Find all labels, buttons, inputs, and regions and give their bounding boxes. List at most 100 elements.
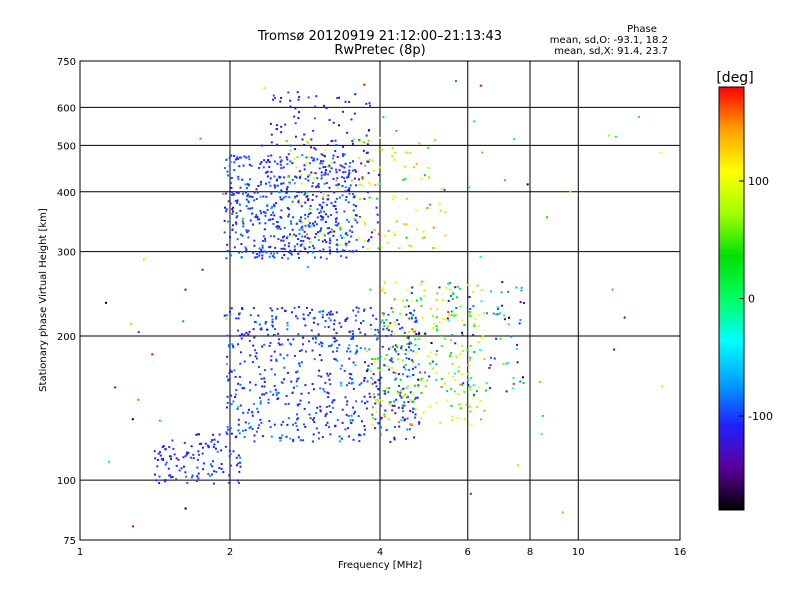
data-point: [323, 173, 326, 176]
data-point: [251, 212, 254, 215]
data-point: [325, 213, 327, 216]
data-point: [280, 209, 283, 212]
data-point: [237, 454, 240, 457]
data-point: [274, 186, 276, 189]
data-point: [230, 403, 233, 406]
y-tick-label: 750: [57, 57, 76, 68]
data-point: [338, 124, 340, 127]
data-point: [414, 413, 417, 416]
data-point: [324, 413, 327, 416]
data-point: [461, 333, 464, 336]
data-point: [398, 425, 401, 428]
data-point: [281, 307, 284, 310]
data-point: [255, 253, 258, 255]
data-point: [319, 409, 322, 412]
data-point: [270, 368, 273, 371]
data-point: [303, 133, 306, 136]
data-point: [387, 313, 390, 316]
data-point: [453, 314, 456, 317]
data-point: [362, 319, 365, 322]
data-point: [279, 439, 282, 442]
data-point: [281, 343, 284, 346]
data-point: [289, 99, 292, 102]
data-point: [380, 245, 383, 248]
data-point: [259, 162, 262, 165]
data-point: [370, 376, 373, 379]
data-point: [320, 345, 323, 348]
data-point: [352, 361, 355, 364]
data-point: [413, 309, 416, 312]
data-point: [276, 227, 279, 230]
data-point: [264, 222, 267, 225]
data-point: [368, 158, 371, 161]
data-point: [247, 184, 250, 187]
data-point: [439, 421, 442, 424]
data-point: [275, 225, 278, 228]
data-point: [178, 469, 181, 472]
data-point: [237, 418, 240, 421]
data-point: [384, 364, 387, 367]
data-point: [327, 215, 330, 218]
data-point: [385, 327, 388, 330]
data-point: [380, 148, 383, 151]
data-point: [352, 142, 354, 145]
data-point: [257, 410, 260, 413]
data-point: [308, 208, 311, 211]
data-point: [197, 472, 200, 475]
data-point: [347, 201, 350, 204]
data-point: [347, 188, 350, 191]
data-point: [431, 314, 434, 317]
data-point: [329, 319, 332, 322]
data-point: [374, 427, 377, 430]
data-point: [232, 345, 234, 347]
data-point: [383, 413, 386, 416]
data-point: [350, 235, 353, 238]
data-point: [312, 244, 314, 247]
data-point: [163, 480, 166, 483]
data-point: [275, 358, 278, 361]
data-point: [267, 398, 270, 401]
data-point: [388, 346, 391, 349]
data-point: [352, 338, 355, 340]
data-point: [352, 438, 355, 441]
data-point: [297, 377, 300, 380]
data-point: [360, 382, 363, 385]
data-point: [283, 196, 285, 199]
data-point: [185, 451, 188, 454]
data-point: [415, 299, 418, 302]
data-point: [343, 166, 346, 169]
data-point: [252, 223, 254, 226]
data-point: [273, 205, 276, 208]
data-point: [446, 390, 448, 393]
data-point: [288, 213, 291, 216]
data-point: [298, 111, 300, 114]
data-point: [226, 395, 229, 398]
data-point: [276, 124, 278, 127]
data-point: [292, 440, 295, 443]
data-point: [459, 353, 462, 356]
data-point: [417, 363, 420, 366]
data-point: [415, 320, 418, 323]
data-point: [260, 248, 263, 251]
data-point: [260, 212, 263, 215]
data-point: [461, 319, 464, 322]
data-point: [230, 370, 233, 373]
data-point: [424, 332, 427, 335]
data-point: [470, 376, 473, 379]
data-point: [253, 336, 256, 339]
data-point: [384, 409, 387, 412]
data-point: [255, 198, 258, 200]
data-point: [418, 142, 421, 145]
data-point: [272, 222, 275, 225]
data-point: [420, 177, 423, 180]
data-point: [298, 365, 301, 368]
data-point: [254, 355, 257, 358]
data-point: [289, 233, 291, 236]
data-point: [247, 193, 250, 196]
data-point: [352, 169, 354, 172]
data-point: [451, 416, 454, 418]
data-point: [323, 104, 326, 107]
data-point: [450, 388, 453, 390]
data-point: [394, 348, 396, 351]
